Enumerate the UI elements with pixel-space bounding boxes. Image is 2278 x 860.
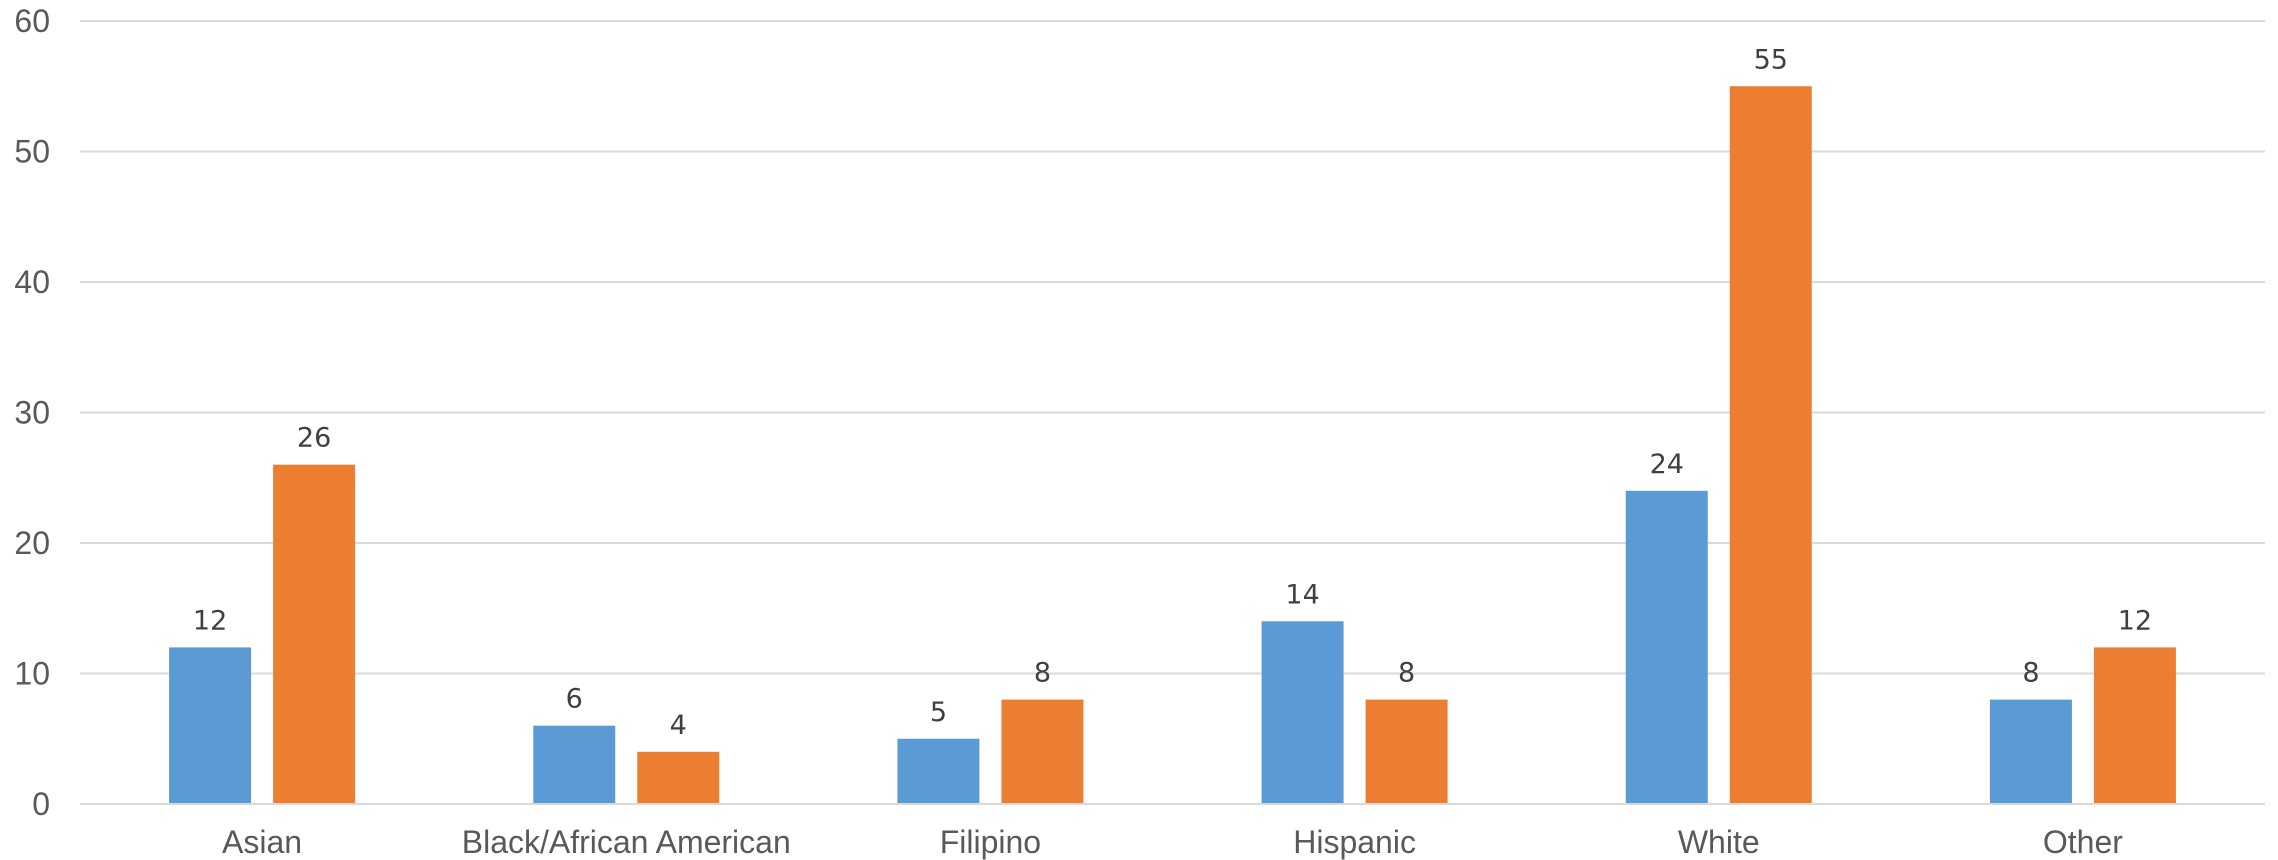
data-labels: 12 26 6 4 5 8 14 8 24 55 8 12 bbox=[193, 44, 2152, 741]
data-label: 24 bbox=[1650, 449, 1684, 480]
data-label: 26 bbox=[297, 423, 331, 454]
bar bbox=[1001, 699, 1084, 804]
data-label: 8 bbox=[1034, 658, 1051, 689]
bar bbox=[1261, 621, 1344, 804]
y-tick-label: 50 bbox=[14, 134, 50, 170]
y-axis-ticks: 0 10 20 30 40 50 60 bbox=[14, 3, 50, 822]
x-tick-label: Other bbox=[2043, 824, 2123, 860]
bar bbox=[1365, 699, 1448, 804]
bar bbox=[1989, 699, 2072, 804]
bar bbox=[273, 464, 356, 804]
bar bbox=[897, 738, 980, 804]
x-tick-label: Asian bbox=[222, 824, 302, 860]
x-tick-label: Filipino bbox=[940, 824, 1041, 860]
y-tick-label: 60 bbox=[14, 3, 50, 39]
data-label: 12 bbox=[193, 605, 227, 636]
bar bbox=[1625, 490, 1708, 804]
x-tick-label: White bbox=[1678, 824, 1760, 860]
bar bbox=[169, 647, 252, 804]
y-tick-label: 10 bbox=[14, 656, 50, 692]
gridlines bbox=[80, 20, 2265, 675]
data-label: 8 bbox=[2022, 658, 2039, 689]
bar bbox=[1729, 86, 1812, 804]
data-label: 8 bbox=[1398, 658, 1415, 689]
bar bbox=[637, 751, 720, 804]
bar bbox=[533, 725, 616, 804]
data-label: 12 bbox=[2118, 605, 2152, 636]
y-tick-label: 30 bbox=[14, 395, 50, 431]
data-label: 14 bbox=[1285, 579, 1319, 610]
x-axis-ticks: Asian Black/African American Filipino Hispa… bbox=[222, 824, 2123, 860]
bars bbox=[169, 86, 2176, 804]
bar bbox=[2093, 647, 2176, 804]
data-label: 6 bbox=[566, 684, 583, 715]
x-tick-label: Hispanic bbox=[1293, 824, 1416, 860]
data-label: 5 bbox=[930, 697, 947, 728]
x-tick-label: Black/African American bbox=[462, 824, 791, 860]
data-label: 55 bbox=[1754, 44, 1788, 75]
y-tick-label: 40 bbox=[14, 264, 50, 300]
data-label: 4 bbox=[670, 710, 687, 741]
y-tick-label: 0 bbox=[32, 786, 50, 822]
y-tick-label: 20 bbox=[14, 525, 50, 561]
